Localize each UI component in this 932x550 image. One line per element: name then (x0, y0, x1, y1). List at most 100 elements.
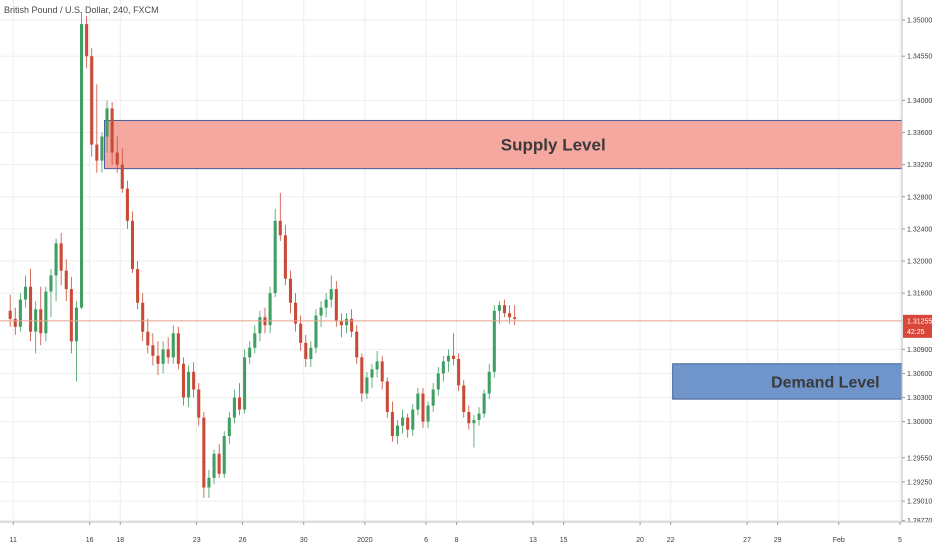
candle (69, 277, 73, 354)
candle (314, 309, 318, 354)
candle (34, 301, 38, 354)
candle-body (406, 417, 410, 430)
candle (441, 355, 445, 382)
candle-body (355, 331, 359, 358)
candle (457, 353, 461, 392)
candle-body (385, 381, 389, 412)
candle (355, 325, 359, 364)
supply-level-label: Supply Level (501, 136, 606, 155)
candle-body (431, 389, 435, 406)
candle-body (80, 24, 84, 308)
candle-body (421, 393, 425, 422)
price-tick-label: 1.32400 (907, 226, 932, 233)
candle-body (482, 393, 486, 414)
candle (136, 261, 140, 310)
candle-body (513, 317, 517, 319)
candle (227, 411, 231, 445)
candle (120, 148, 124, 193)
candle-body (197, 389, 201, 418)
candle-body (426, 405, 430, 422)
price-tick-label: 1.30900 (907, 347, 932, 354)
candle (278, 192, 282, 241)
candle (268, 286, 272, 334)
candle (64, 259, 68, 302)
candle (156, 341, 160, 376)
candle (181, 357, 185, 406)
candle (85, 16, 89, 69)
candle-body (125, 188, 129, 221)
price-tick-label: 1.35000 (907, 18, 932, 25)
candle-body (288, 278, 293, 303)
chart-title: British Pound / U.S. Dollar, 240, FXCM (4, 5, 159, 15)
time-tick-label: 22 (667, 537, 675, 544)
candle (360, 353, 364, 402)
candle-body (477, 413, 481, 421)
candle (446, 349, 450, 372)
candle-body (339, 321, 343, 326)
candle (202, 411, 206, 498)
candle-body (54, 243, 58, 276)
candle (288, 270, 293, 314)
candle-body (278, 220, 282, 236)
candle (345, 313, 349, 334)
candle-body (187, 371, 191, 398)
candle (187, 365, 191, 408)
time-tick-label: 20 (636, 537, 644, 544)
time-axis[interactable]: 11 16 18 23 26 30 2020 6 8 13 15 20 22 27 29 Feb 5 (0, 521, 932, 550)
candle (125, 180, 129, 229)
candle (380, 355, 384, 390)
candle (452, 333, 456, 366)
candle (482, 389, 486, 418)
candle-body (502, 305, 507, 314)
candle (176, 326, 180, 370)
price-tick-label: 1.32000 (907, 259, 932, 266)
candle (232, 389, 236, 424)
candle (197, 383, 201, 426)
candle-body (365, 377, 369, 394)
price-axis[interactable]: 1.35000 1.34550 1.34000 1.33600 1.33200 1.328… (901, 0, 932, 550)
zones: Supply Level Demand Level (103, 119, 903, 400)
candle (472, 415, 476, 448)
candle (390, 401, 394, 442)
time-tick-label: 2020 (357, 537, 373, 544)
candle (406, 413, 410, 438)
candle-body (380, 361, 384, 382)
candle (497, 301, 501, 324)
candle (299, 315, 303, 351)
price-tick-label: 1.29250 (907, 479, 932, 486)
demand-level-label: Demand Level (771, 374, 879, 391)
candle-body (202, 417, 206, 488)
candle (29, 269, 33, 342)
time-tick-label: Feb (833, 537, 845, 544)
demand-zone (672, 363, 903, 400)
candle-body (29, 286, 33, 332)
candle (258, 310, 262, 342)
grid (0, 0, 902, 522)
candle (74, 301, 78, 382)
current-price-badge: 1.31255 42:25 (903, 314, 932, 338)
candle-body (492, 310, 496, 372)
candle-body (446, 355, 450, 362)
price-tick-label: 1.30300 (907, 395, 932, 402)
candle (273, 208, 277, 298)
candle-body (294, 302, 298, 324)
candle-body (212, 453, 216, 478)
time-tick-label: 16 (86, 537, 94, 544)
candle-body (192, 371, 196, 390)
candle-body (304, 342, 308, 359)
candle-body (44, 291, 48, 334)
candle-body (136, 269, 140, 303)
candle (146, 318, 150, 354)
candle (80, 12, 84, 310)
candle-body (375, 361, 379, 370)
candle-body (130, 220, 135, 270)
candle (166, 337, 170, 364)
candle-body (268, 293, 272, 326)
price-tick-label: 1.34000 (907, 98, 932, 105)
candle (49, 269, 53, 318)
candle (95, 84, 99, 173)
candle (248, 341, 252, 364)
time-tick-label: 18 (116, 537, 124, 544)
price-tick-label: 1.34550 (907, 54, 932, 61)
